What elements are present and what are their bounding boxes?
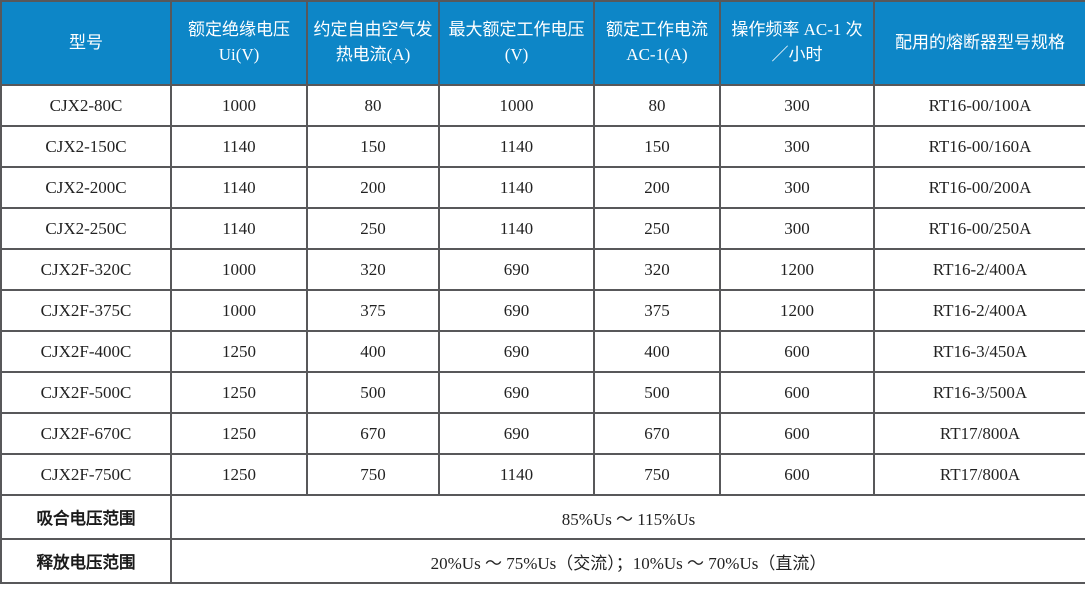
value-cell: RT16-00/100A [873,84,1085,127]
value-cell: 300 [719,84,875,127]
value-cell: 80 [306,84,440,127]
value-cell: 250 [306,207,440,250]
column-header-model: 型号 [0,0,172,86]
value-cell: 1200 [719,289,875,332]
value-cell: 400 [593,330,721,373]
value-cell: 500 [593,371,721,414]
value-cell: RT16-00/160A [873,125,1085,168]
value-cell: RT16-2/400A [873,248,1085,291]
model-cell: CJX2F-670C [0,412,172,455]
value-cell: 80 [593,84,721,127]
value-cell: 1140 [438,166,595,209]
value-cell: 1250 [170,330,308,373]
table-row: CJX2F-500C 1250 500 690 500 600 RT16-3/500A [0,371,1085,414]
pickup-voltage-row: 吸合电压范围 85%Us ～ 115%Us [0,494,1085,540]
table-row: CJX2-150C 1140 150 1140 150 300 RT16-00/160A [0,125,1085,168]
value-cell: 1000 [438,84,595,127]
value-cell: 1200 [719,248,875,291]
value-cell: 375 [593,289,721,332]
value-cell: 250 [593,207,721,250]
value-cell: 150 [593,125,721,168]
column-header-operating-frequency: 操作频率 AC-1 次／小时 [719,0,875,86]
value-cell: 600 [719,371,875,414]
model-cell: CJX2F-400C [0,330,172,373]
model-cell: CJX2F-750C [0,453,172,496]
model-cell: CJX2F-320C [0,248,172,291]
header-row: 型号 额定绝缘电压 Ui(V) 约定自由空气发热电流(A) 最大额定工作电压(V… [0,0,1085,86]
contactor-spec-table: 型号 额定绝缘电压 Ui(V) 约定自由空气发热电流(A) 最大额定工作电压(V… [0,0,1085,584]
value-cell: RT17/800A [873,412,1085,455]
value-cell: 750 [306,453,440,496]
value-cell: 320 [306,248,440,291]
value-cell: 375 [306,289,440,332]
value-cell: 600 [719,412,875,455]
release-voltage-value: 20%Us ～ 75%Us（交流）；10%Us ～ 70%Us（直流） [170,538,1085,584]
pickup-voltage-value: 85%Us ～ 115%Us [170,494,1085,540]
value-cell: 500 [306,371,440,414]
value-cell: 1250 [170,412,308,455]
table-row: CJX2F-670C 1250 670 690 670 600 RT17/800A [0,412,1085,455]
value-cell: RT16-00/250A [873,207,1085,250]
value-cell: RT16-3/500A [873,371,1085,414]
release-voltage-label: 释放电压范围 [0,538,172,584]
value-cell: 1140 [438,125,595,168]
pickup-voltage-label: 吸合电压范围 [0,494,172,540]
value-cell: 690 [438,371,595,414]
value-cell: 1140 [170,125,308,168]
column-header-fuse-spec: 配用的熔断器型号规格 [873,0,1085,86]
model-cell: CJX2-150C [0,125,172,168]
value-cell: 670 [306,412,440,455]
table-header: 型号 额定绝缘电压 Ui(V) 约定自由空气发热电流(A) 最大额定工作电压(V… [0,0,1085,86]
model-cell: CJX2-80C [0,84,172,127]
value-cell: 1250 [170,453,308,496]
value-cell: RT16-2/400A [873,289,1085,332]
value-cell: 300 [719,207,875,250]
value-cell: 750 [593,453,721,496]
value-cell: RT16-00/200A [873,166,1085,209]
value-cell: 400 [306,330,440,373]
table-row: CJX2F-400C 1250 400 690 400 600 RT16-3/450A [0,330,1085,373]
table-row: CJX2F-375C 1000 375 690 375 1200 RT16-2/400A [0,289,1085,332]
column-header-max-working-voltage: 最大额定工作电压(V) [438,0,595,86]
table-row: CJX2-250C 1140 250 1140 250 300 RT16-00/250A [0,207,1085,250]
value-cell: 690 [438,412,595,455]
value-cell: 1140 [438,207,595,250]
value-cell: 150 [306,125,440,168]
value-cell: 600 [719,330,875,373]
model-cell: CJX2-250C [0,207,172,250]
table-row: CJX2F-320C 1000 320 690 320 1200 RT16-2/400A [0,248,1085,291]
value-cell: 1000 [170,248,308,291]
value-cell: 690 [438,330,595,373]
value-cell: 1000 [170,84,308,127]
value-cell: 1000 [170,289,308,332]
value-cell: RT17/800A [873,453,1085,496]
value-cell: RT16-3/450A [873,330,1085,373]
value-cell: 1140 [438,453,595,496]
model-cell: CJX2-200C [0,166,172,209]
value-cell: 1140 [170,207,308,250]
value-cell: 300 [719,166,875,209]
column-header-working-current: 额定工作电流 AC-1(A) [593,0,721,86]
value-cell: 320 [593,248,721,291]
value-cell: 600 [719,453,875,496]
model-cell: CJX2F-500C [0,371,172,414]
table-row: CJX2F-750C 1250 750 1140 750 600 RT17/800A [0,453,1085,496]
column-header-thermal-current: 约定自由空气发热电流(A) [306,0,440,86]
table-row: CJX2-80C 1000 80 1000 80 300 RT16-00/100A [0,84,1085,127]
release-voltage-row: 释放电压范围 20%Us ～ 75%Us（交流）；10%Us ～ 70%Us（直… [0,538,1085,584]
model-cell: CJX2F-375C [0,289,172,332]
value-cell: 1140 [170,166,308,209]
value-cell: 300 [719,125,875,168]
value-cell: 200 [593,166,721,209]
value-cell: 200 [306,166,440,209]
value-cell: 1250 [170,371,308,414]
value-cell: 690 [438,248,595,291]
table-body: CJX2-80C 1000 80 1000 80 300 RT16-00/100A CJX2-… [0,84,1085,496]
value-cell: 670 [593,412,721,455]
table-footer: 吸合电压范围 85%Us ～ 115%Us 释放电压范围 20%Us ～ 75%… [0,494,1085,584]
value-cell: 690 [438,289,595,332]
table-row: CJX2-200C 1140 200 1140 200 300 RT16-00/200A [0,166,1085,209]
column-header-insulation-voltage: 额定绝缘电压 Ui(V) [170,0,308,86]
